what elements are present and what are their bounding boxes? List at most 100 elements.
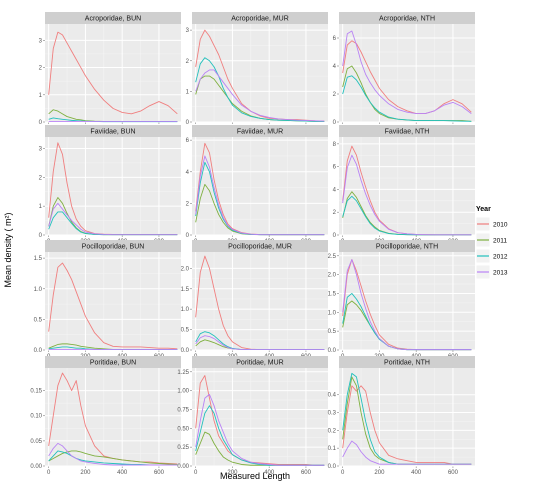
y-tick-label: 0: [333, 120, 337, 126]
y-tick-label: 2: [186, 59, 190, 65]
y-tick-label: 0.5: [328, 329, 337, 335]
panel-background: [339, 368, 475, 466]
y-tick-label: 0.3: [328, 411, 337, 417]
x-tick-label: 200: [227, 470, 238, 476]
x-tick-label: 600: [448, 470, 459, 476]
y-tick-label: 1.0: [328, 310, 337, 316]
panel-background: [339, 137, 475, 235]
x-tick-label: 400: [117, 470, 128, 476]
y-tick-label: 0.5: [181, 328, 190, 334]
panel-background: [192, 368, 328, 466]
facet-strip: [339, 356, 475, 368]
y-tick-label: 0.25: [177, 445, 189, 451]
legend-keys: 2010 2011 2012 2013: [475, 216, 508, 280]
series-line-2012: [195, 57, 325, 122]
legend-item-2013: 2013: [475, 264, 508, 280]
panel-background: [45, 368, 181, 466]
series-line-2010: [342, 385, 472, 465]
y-axis-title: Mean density ( m²): [3, 212, 13, 287]
x-tick-label: 200: [80, 470, 91, 476]
y-tick-label: 0.50: [177, 426, 189, 432]
facet-strip: [192, 125, 328, 137]
y-tick-label: 3: [39, 147, 43, 153]
y-tick-label: 0: [186, 120, 190, 126]
y-tick-label: 0.4: [328, 393, 337, 399]
facet-panels: Acroporidae, BUN02004006000123Acroporida…: [30, 12, 475, 476]
facet-strip: [192, 12, 328, 24]
legend-label: 2013: [493, 270, 508, 277]
legend-label: 2012: [493, 254, 508, 261]
x-tick-label: 600: [154, 470, 165, 476]
panel-background: [45, 24, 181, 122]
series-line-2013: [48, 442, 178, 466]
facet-title: Faviidae, MUR: [237, 129, 283, 136]
x-tick-label: 600: [301, 470, 312, 476]
legend-title: Year: [476, 206, 491, 213]
y-tick-label: 4: [333, 187, 337, 193]
y-tick-label: 4: [186, 170, 190, 176]
panel-poritidae-nth: Poritidae, NTH 0 200 400 600 0.0 0.1 0.2 0.3 0.4: [328, 356, 475, 476]
series-line-2013: [195, 393, 325, 466]
series-line-2011: [48, 450, 178, 465]
y-tick-label: 1.25: [177, 370, 189, 376]
series-line-2013: [342, 259, 472, 351]
panel-acroporidae-bun: Acroporidae, BUN02004006000123: [39, 12, 181, 132]
y-tick-label: 0.0: [34, 348, 43, 354]
panel-faviidae-bun: Faviidae, BUN02004006000123: [39, 125, 181, 245]
facet-title: Acroporidae, BUN: [85, 16, 141, 23]
legend-item-2010: 2010: [475, 216, 508, 232]
panel-background: [192, 137, 328, 235]
y-tick-label: 1.00: [177, 389, 189, 395]
facet-title: Pocilloporidae, NTH: [376, 244, 438, 251]
panel-background: [45, 252, 181, 350]
x-tick-label: 0: [194, 470, 198, 476]
panel-acroporidae-mur: Acroporidae, MUR02004006000123: [186, 12, 328, 132]
y-tick-label: 0: [186, 233, 190, 239]
legend-label: 2011: [493, 238, 507, 245]
facet-strip: [339, 125, 475, 137]
facet-title: Pocilloporidae, MUR: [228, 244, 292, 251]
legend-item-2012: 2012: [475, 248, 508, 264]
panel-faviidae-nth: Faviidae, NTH020040060002468: [333, 125, 475, 245]
y-tick-label: 0.75: [177, 407, 189, 413]
facet-strip: [45, 12, 181, 24]
panel-background: [192, 252, 328, 350]
series-line-2013: [48, 202, 178, 236]
y-tick-label: 2: [333, 92, 337, 98]
y-tick-label: 1: [39, 93, 43, 99]
panel-background: [339, 252, 475, 350]
y-tick-label: 0.0: [328, 348, 337, 354]
y-tick-label: 0.00: [30, 464, 42, 470]
facet-strip: [192, 356, 328, 368]
y-tick-label: 2: [39, 66, 43, 72]
y-tick-label: 2: [39, 175, 43, 181]
y-tick-label: 1.0: [181, 307, 190, 313]
series-line-2010: [48, 262, 178, 350]
series-line-2010: [48, 372, 178, 465]
panel-background: [339, 24, 475, 122]
facet-title: Faviidae, NTH: [385, 129, 430, 136]
panel-background: [192, 24, 328, 122]
x-tick-label: 400: [264, 470, 275, 476]
x-tick-label: 200: [374, 470, 385, 476]
y-tick-label: 0.10: [30, 414, 42, 420]
facet-title: Poritidae, MUR: [236, 360, 283, 367]
y-tick-label: 0.1: [328, 446, 337, 452]
facet-title: Poritidae, BUN: [90, 360, 136, 367]
facet-strip: [339, 240, 475, 252]
facet-strip: [339, 12, 475, 24]
y-tick-label: 3: [186, 28, 190, 34]
series-line-2013: [195, 335, 325, 351]
y-tick-label: 0: [39, 233, 43, 239]
series-line-2013: [342, 440, 472, 465]
series-line-2013: [342, 30, 472, 115]
y-tick-label: 2: [186, 201, 190, 207]
facet-title: Pocilloporidae, BUN: [82, 244, 145, 251]
y-tick-label: 1.5: [181, 287, 190, 293]
y-tick-label: 2.0: [181, 266, 190, 272]
y-tick-label: 4: [333, 64, 337, 70]
facet-title: Acroporidae, NTH: [379, 16, 435, 23]
y-tick-label: 3: [39, 38, 43, 44]
y-tick-label: 2.0: [328, 273, 337, 279]
